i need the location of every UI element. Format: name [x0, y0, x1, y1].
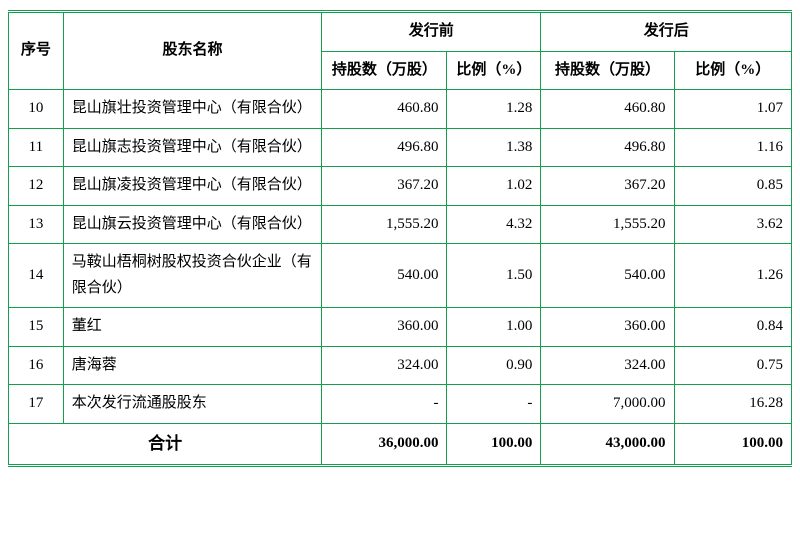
cell-before-pct: 1.38	[447, 128, 541, 167]
table-row: 13昆山旗云投资管理中心（有限合伙）1,555.204.321,555.203.…	[9, 205, 792, 244]
cell-idx: 10	[9, 90, 64, 129]
cell-after-pct: 16.28	[674, 385, 791, 424]
cell-after-shares: 324.00	[541, 346, 674, 385]
cell-after-pct: 1.07	[674, 90, 791, 129]
cell-after-pct: 0.75	[674, 346, 791, 385]
cell-after-pct: 0.84	[674, 308, 791, 347]
cell-after-shares: 7,000.00	[541, 385, 674, 424]
col-after-shares: 持股数（万股）	[541, 51, 674, 90]
col-before-pct: 比例（%）	[447, 51, 541, 90]
cell-before-shares: 496.80	[322, 128, 447, 167]
cell-before-shares: 460.80	[322, 90, 447, 129]
cell-after-shares: 360.00	[541, 308, 674, 347]
col-after-group: 发行后	[541, 12, 792, 52]
cell-after-shares: 460.80	[541, 90, 674, 129]
cell-total-before-pct: 100.00	[447, 423, 541, 466]
cell-after-shares: 367.20	[541, 167, 674, 206]
table-row: 15董红360.001.00360.000.84	[9, 308, 792, 347]
cell-after-shares: 496.80	[541, 128, 674, 167]
cell-before-shares: -	[322, 385, 447, 424]
cell-after-shares: 540.00	[541, 244, 674, 308]
cell-idx: 13	[9, 205, 64, 244]
cell-after-pct: 0.85	[674, 167, 791, 206]
cell-idx: 14	[9, 244, 64, 308]
cell-name: 董红	[63, 308, 321, 347]
cell-total-after-pct: 100.00	[674, 423, 791, 466]
table-row: 10昆山旗壮投资管理中心（有限合伙）460.801.28460.801.07	[9, 90, 792, 129]
cell-name: 马鞍山梧桐树股权投资合伙企业（有限合伙）	[63, 244, 321, 308]
cell-after-shares: 1,555.20	[541, 205, 674, 244]
cell-idx: 11	[9, 128, 64, 167]
cell-name: 昆山旗云投资管理中心（有限合伙）	[63, 205, 321, 244]
cell-total-before-shares: 36,000.00	[322, 423, 447, 466]
cell-name: 唐海蓉	[63, 346, 321, 385]
cell-idx: 17	[9, 385, 64, 424]
cell-before-shares: 367.20	[322, 167, 447, 206]
cell-idx: 15	[9, 308, 64, 347]
cell-after-pct: 3.62	[674, 205, 791, 244]
cell-before-pct: 0.90	[447, 346, 541, 385]
cell-before-pct: 1.00	[447, 308, 541, 347]
col-before-shares: 持股数（万股）	[322, 51, 447, 90]
cell-before-shares: 324.00	[322, 346, 447, 385]
cell-total-after-shares: 43,000.00	[541, 423, 674, 466]
cell-before-pct: 1.50	[447, 244, 541, 308]
table-row: 16唐海蓉324.000.90324.000.75	[9, 346, 792, 385]
cell-name: 本次发行流通股股东	[63, 385, 321, 424]
table-row: 17本次发行流通股股东--7,000.0016.28	[9, 385, 792, 424]
col-idx: 序号	[9, 12, 64, 90]
cell-name: 昆山旗志投资管理中心（有限合伙）	[63, 128, 321, 167]
col-after-pct: 比例（%）	[674, 51, 791, 90]
cell-name: 昆山旗凌投资管理中心（有限合伙）	[63, 167, 321, 206]
cell-before-pct: 1.02	[447, 167, 541, 206]
cell-idx: 16	[9, 346, 64, 385]
cell-before-shares: 1,555.20	[322, 205, 447, 244]
cell-name: 昆山旗壮投资管理中心（有限合伙）	[63, 90, 321, 129]
cell-total-label: 合计	[9, 423, 322, 466]
cell-after-pct: 1.26	[674, 244, 791, 308]
cell-before-shares: 360.00	[322, 308, 447, 347]
table-row-total: 合计36,000.00100.0043,000.00100.00	[9, 423, 792, 466]
table-row: 11昆山旗志投资管理中心（有限合伙）496.801.38496.801.16	[9, 128, 792, 167]
cell-idx: 12	[9, 167, 64, 206]
col-name: 股东名称	[63, 12, 321, 90]
cell-before-shares: 540.00	[322, 244, 447, 308]
table-row: 12昆山旗凌投资管理中心（有限合伙）367.201.02367.200.85	[9, 167, 792, 206]
cell-before-pct: 4.32	[447, 205, 541, 244]
cell-after-pct: 1.16	[674, 128, 791, 167]
cell-before-pct: -	[447, 385, 541, 424]
col-before-group: 发行前	[322, 12, 541, 52]
table-row: 14马鞍山梧桐树股权投资合伙企业（有限合伙）540.001.50540.001.…	[9, 244, 792, 308]
cell-before-pct: 1.28	[447, 90, 541, 129]
shareholder-table: 序号 股东名称 发行前 发行后 持股数（万股） 比例（%） 持股数（万股） 比例…	[8, 10, 792, 467]
